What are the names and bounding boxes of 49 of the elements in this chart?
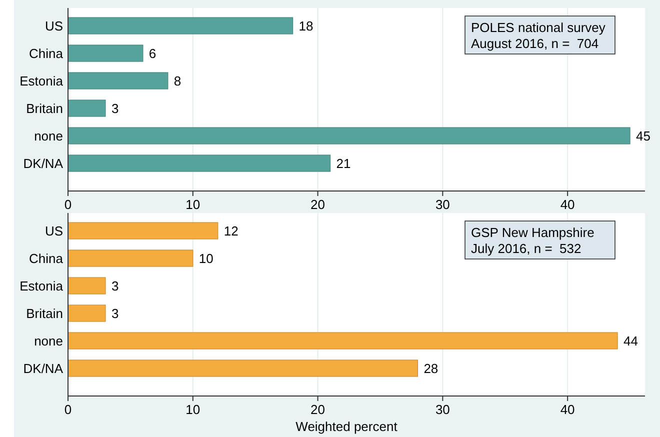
y-tick-label: none (34, 333, 63, 348)
data-label: 3 (111, 100, 119, 116)
x-tick-label: 30 (435, 197, 450, 212)
x-tick-label: 10 (186, 197, 200, 212)
annotation: POLES national survey August 2016, n = 704 (471, 20, 606, 51)
data-label: 44 (624, 333, 638, 348)
data-label: 21 (336, 156, 351, 171)
x-tick-label: 40 (560, 197, 575, 212)
x-tick-label: 40 (560, 402, 575, 417)
x-tick-label: 0 (64, 402, 72, 417)
x-axis-title: Weighted percent (296, 419, 398, 434)
x-tick-label: 20 (310, 402, 326, 417)
bar (68, 72, 168, 90)
bar (68, 304, 106, 322)
data-label: 45 (636, 128, 650, 144)
annotation: GSP New Hampshire July 2016, n = 532 (471, 225, 594, 256)
y-tick-label: DK/NA (23, 156, 64, 171)
data-label: 28 (424, 360, 438, 376)
y-tick-label: Britain (26, 100, 63, 116)
x-tick-label: 0 (64, 197, 72, 212)
y-tick-label: Britain (26, 306, 63, 321)
bar (68, 277, 106, 294)
bar (68, 360, 418, 377)
bar (68, 17, 294, 34)
data-label: 3 (111, 306, 119, 321)
data-label: 6 (148, 46, 156, 61)
bar (68, 250, 194, 267)
y-tick-label: Estonia (20, 73, 64, 88)
y-tick-label: DK/NA (23, 360, 64, 376)
data-label: 10 (198, 250, 214, 266)
bar (68, 154, 331, 172)
y-tick-label: none (34, 128, 63, 144)
data-label: 8 (174, 73, 182, 88)
data-label: 18 (298, 18, 314, 34)
bar (68, 332, 618, 350)
y-tick-label: US (44, 18, 64, 34)
bar (68, 100, 106, 117)
bar (68, 127, 630, 144)
data-label: 3 (111, 278, 119, 294)
x-tick-label: 20 (310, 197, 326, 212)
data-label: 12 (224, 223, 238, 238)
y-tick-label: US (44, 223, 64, 238)
bar (68, 44, 144, 62)
y-tick-label: Estonia (20, 278, 64, 294)
y-tick-label: China (29, 250, 64, 266)
x-tick-label: 30 (435, 402, 450, 417)
x-tick-label: 10 (186, 402, 200, 417)
bar (68, 222, 218, 240)
y-tick-label: China (29, 46, 64, 61)
